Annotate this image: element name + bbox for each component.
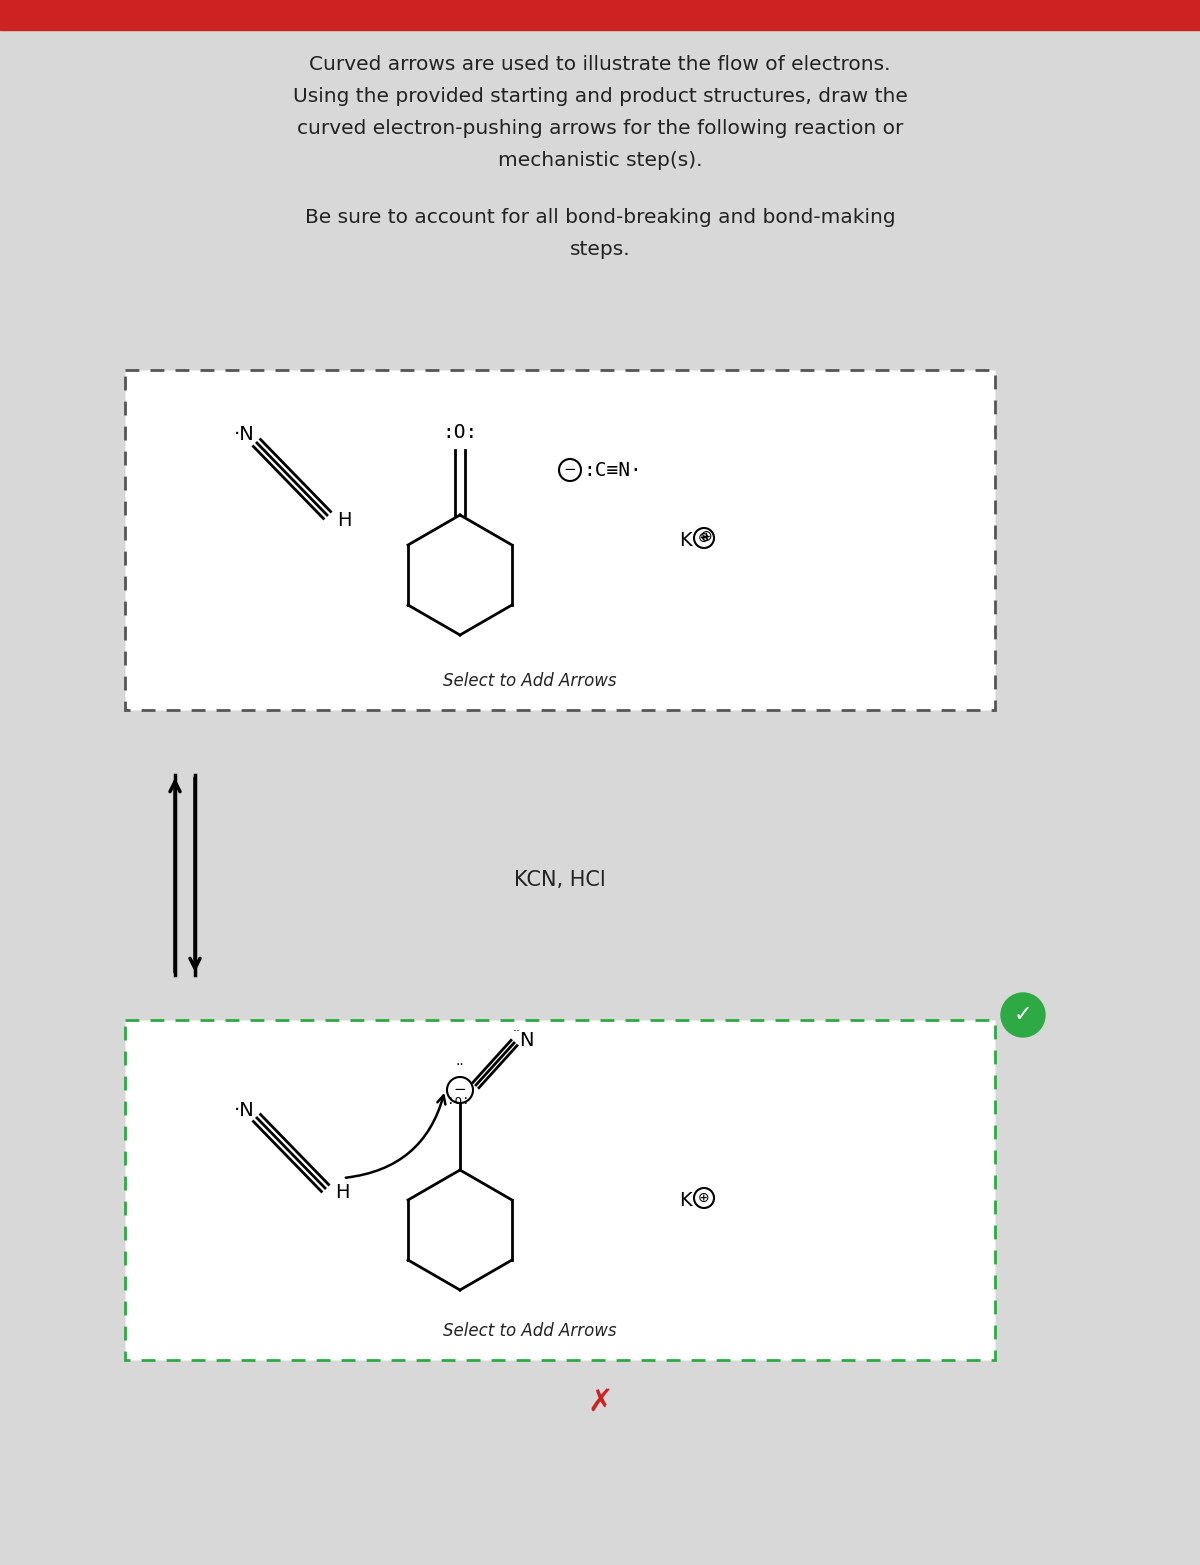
Text: :C≡N·: :C≡N· <box>583 460 642 479</box>
FancyBboxPatch shape <box>125 1020 995 1360</box>
Text: ⊕: ⊕ <box>698 1191 710 1205</box>
Circle shape <box>1001 994 1045 1038</box>
Text: Be sure to account for all bond-breaking and bond-making: Be sure to account for all bond-breaking… <box>305 208 895 227</box>
Bar <box>0 0 1200 30</box>
Text: mechanistic step(s).: mechanistic step(s). <box>498 150 702 171</box>
Circle shape <box>446 1077 473 1103</box>
Text: H: H <box>337 510 352 529</box>
Text: ·N: ·N <box>234 1100 256 1119</box>
Circle shape <box>694 1188 714 1208</box>
Circle shape <box>694 527 714 548</box>
Text: ⊕: ⊕ <box>700 529 713 543</box>
Text: −: − <box>454 1083 467 1097</box>
Text: Select to Add Arrows: Select to Add Arrows <box>443 1322 617 1340</box>
Text: ··: ·· <box>456 1058 464 1072</box>
Text: curved electron-pushing arrows for the following reaction or: curved electron-pushing arrows for the f… <box>296 119 904 138</box>
Text: ··: ·· <box>514 1025 521 1038</box>
Circle shape <box>559 459 581 480</box>
Text: ✗: ✗ <box>587 1388 613 1416</box>
Text: K: K <box>680 1191 698 1210</box>
Text: :O:: :O: <box>443 423 478 441</box>
Text: H: H <box>335 1183 349 1202</box>
Text: Using the provided starting and product structures, draw the: Using the provided starting and product … <box>293 88 907 106</box>
Text: :o:: :o: <box>446 1094 469 1106</box>
Text: steps.: steps. <box>570 239 630 258</box>
Text: KCN, HCl: KCN, HCl <box>514 870 606 890</box>
Text: Curved arrows are used to illustrate the flow of electrons.: Curved arrows are used to illustrate the… <box>310 55 890 74</box>
Text: ·N: ·N <box>234 426 256 444</box>
FancyBboxPatch shape <box>125 369 995 711</box>
Text: Select to Add Arrows: Select to Add Arrows <box>443 671 617 690</box>
Text: ⊕: ⊕ <box>698 531 710 545</box>
Text: ✓: ✓ <box>1014 1005 1032 1025</box>
Text: K: K <box>680 531 698 549</box>
Text: −: − <box>564 463 576 477</box>
Text: N: N <box>520 1031 534 1050</box>
